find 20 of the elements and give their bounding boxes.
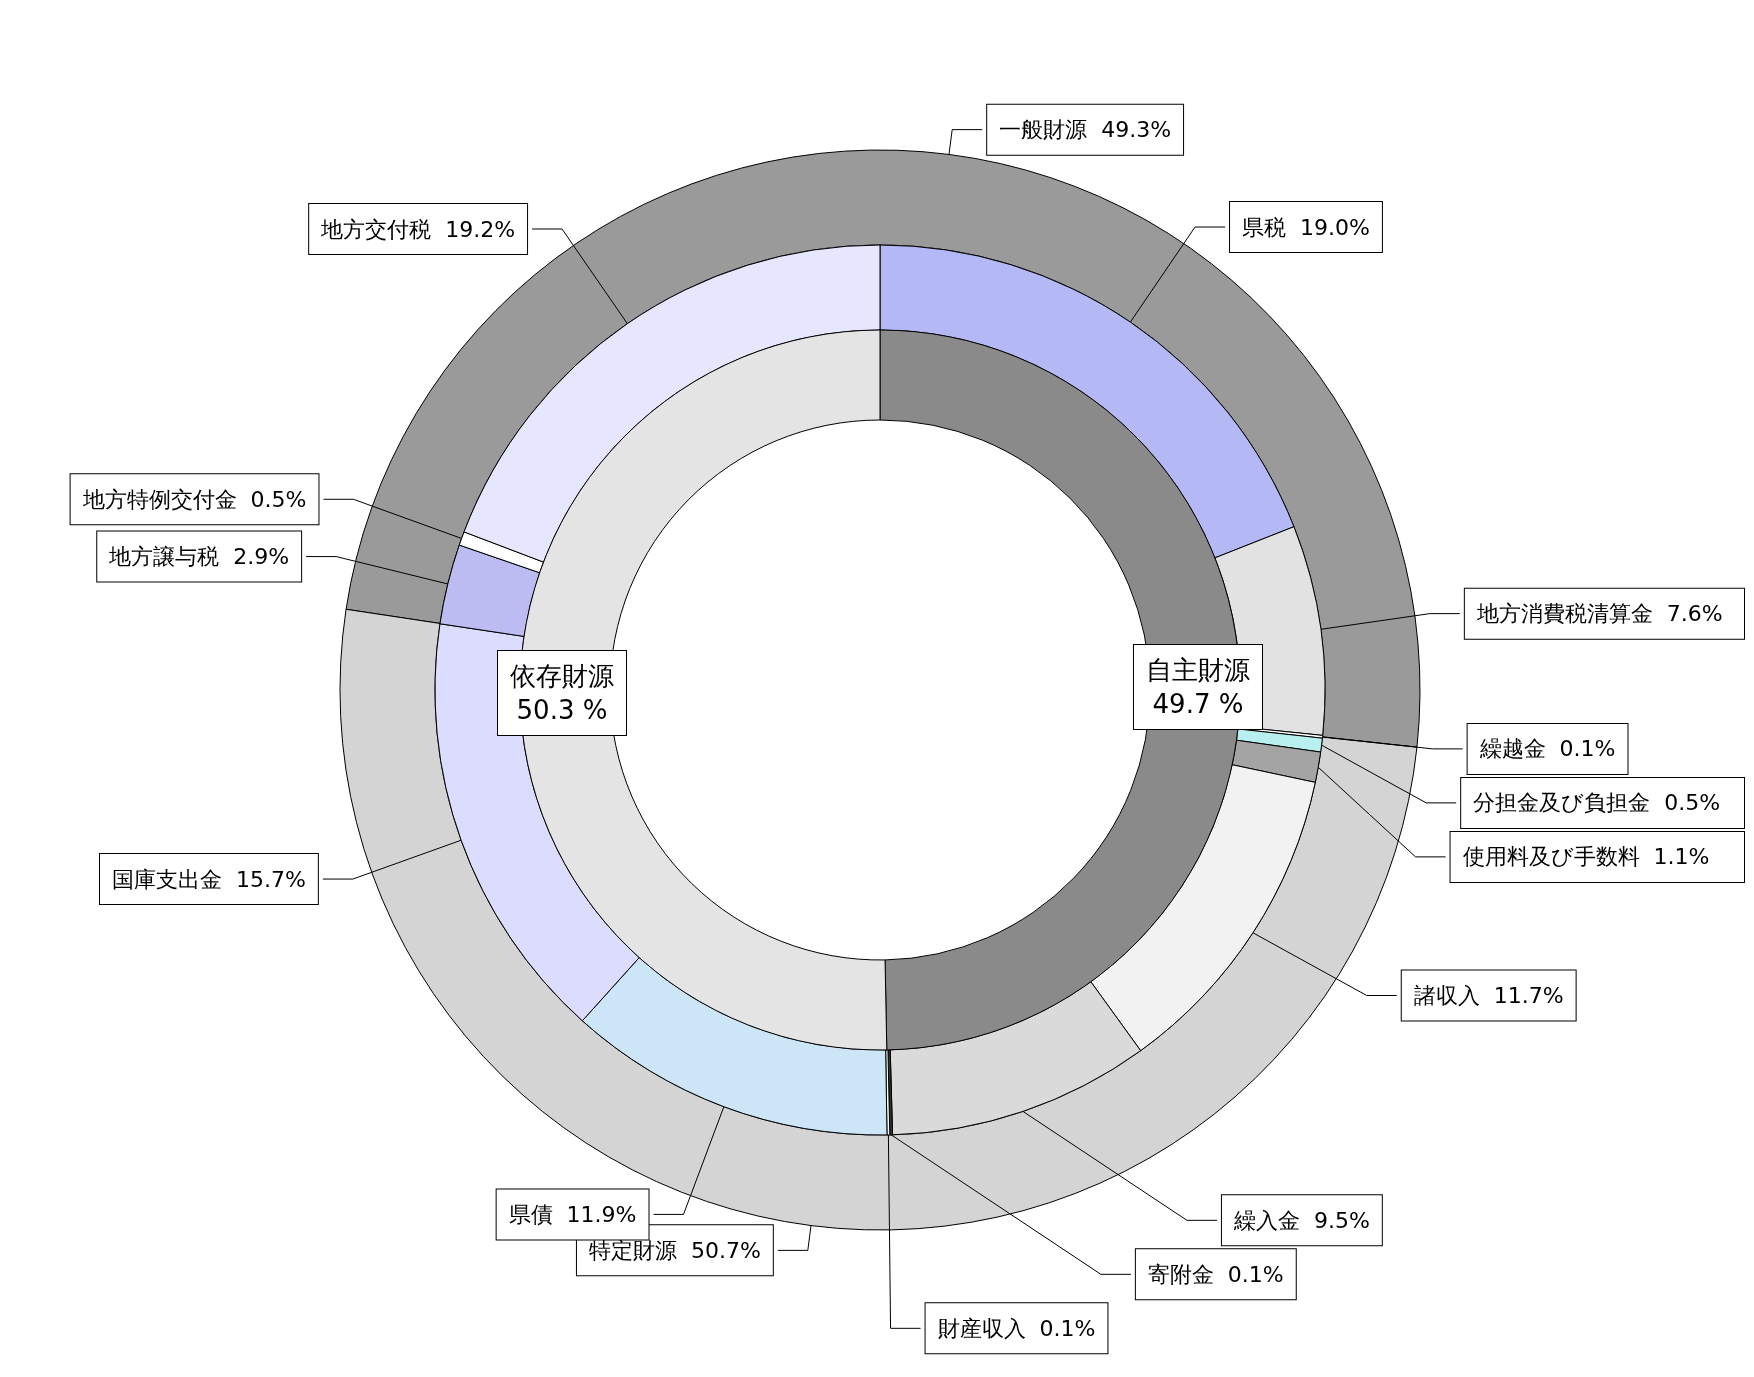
slice-label: 使用料及び手数料 1.1% [1462,844,1710,870]
slice-label: 寄附金 0.1% [1147,1261,1284,1287]
slice-label: 特定財源 50.7% [588,1237,761,1263]
data-label: 50.3 % [516,695,608,725]
slice-label: 地方交付税 19.2% [320,216,516,242]
slice-label: 分担金及び負担金 0.5% [1473,790,1721,816]
slice-label: 地方消費税清算金 7.6% [1475,601,1723,627]
slice-label: 繰入金 9.5% [1232,1207,1370,1233]
slice-label: 地方特例交付金 0.5% [81,486,307,512]
slice-label: 財産収入 0.1% [937,1315,1096,1341]
slice-label: 国庫支出金 15.7% [112,866,306,892]
slice-label: 繰越金 0.1% [1478,736,1616,762]
slice-label: 依存財源 [510,661,615,691]
data-label: 49.7 % [1152,689,1244,719]
slice-label: 諸収入 11.7% [1413,983,1564,1009]
slice-label: 県税 19.0% [1242,214,1370,240]
slice-label: 自主財源 [1145,655,1250,685]
slice-label: 一般財源 49.3% [999,117,1172,143]
slice-label: 県債 11.9% [508,1201,637,1227]
slice-label: 地方譲与税 2.9% [108,544,290,570]
